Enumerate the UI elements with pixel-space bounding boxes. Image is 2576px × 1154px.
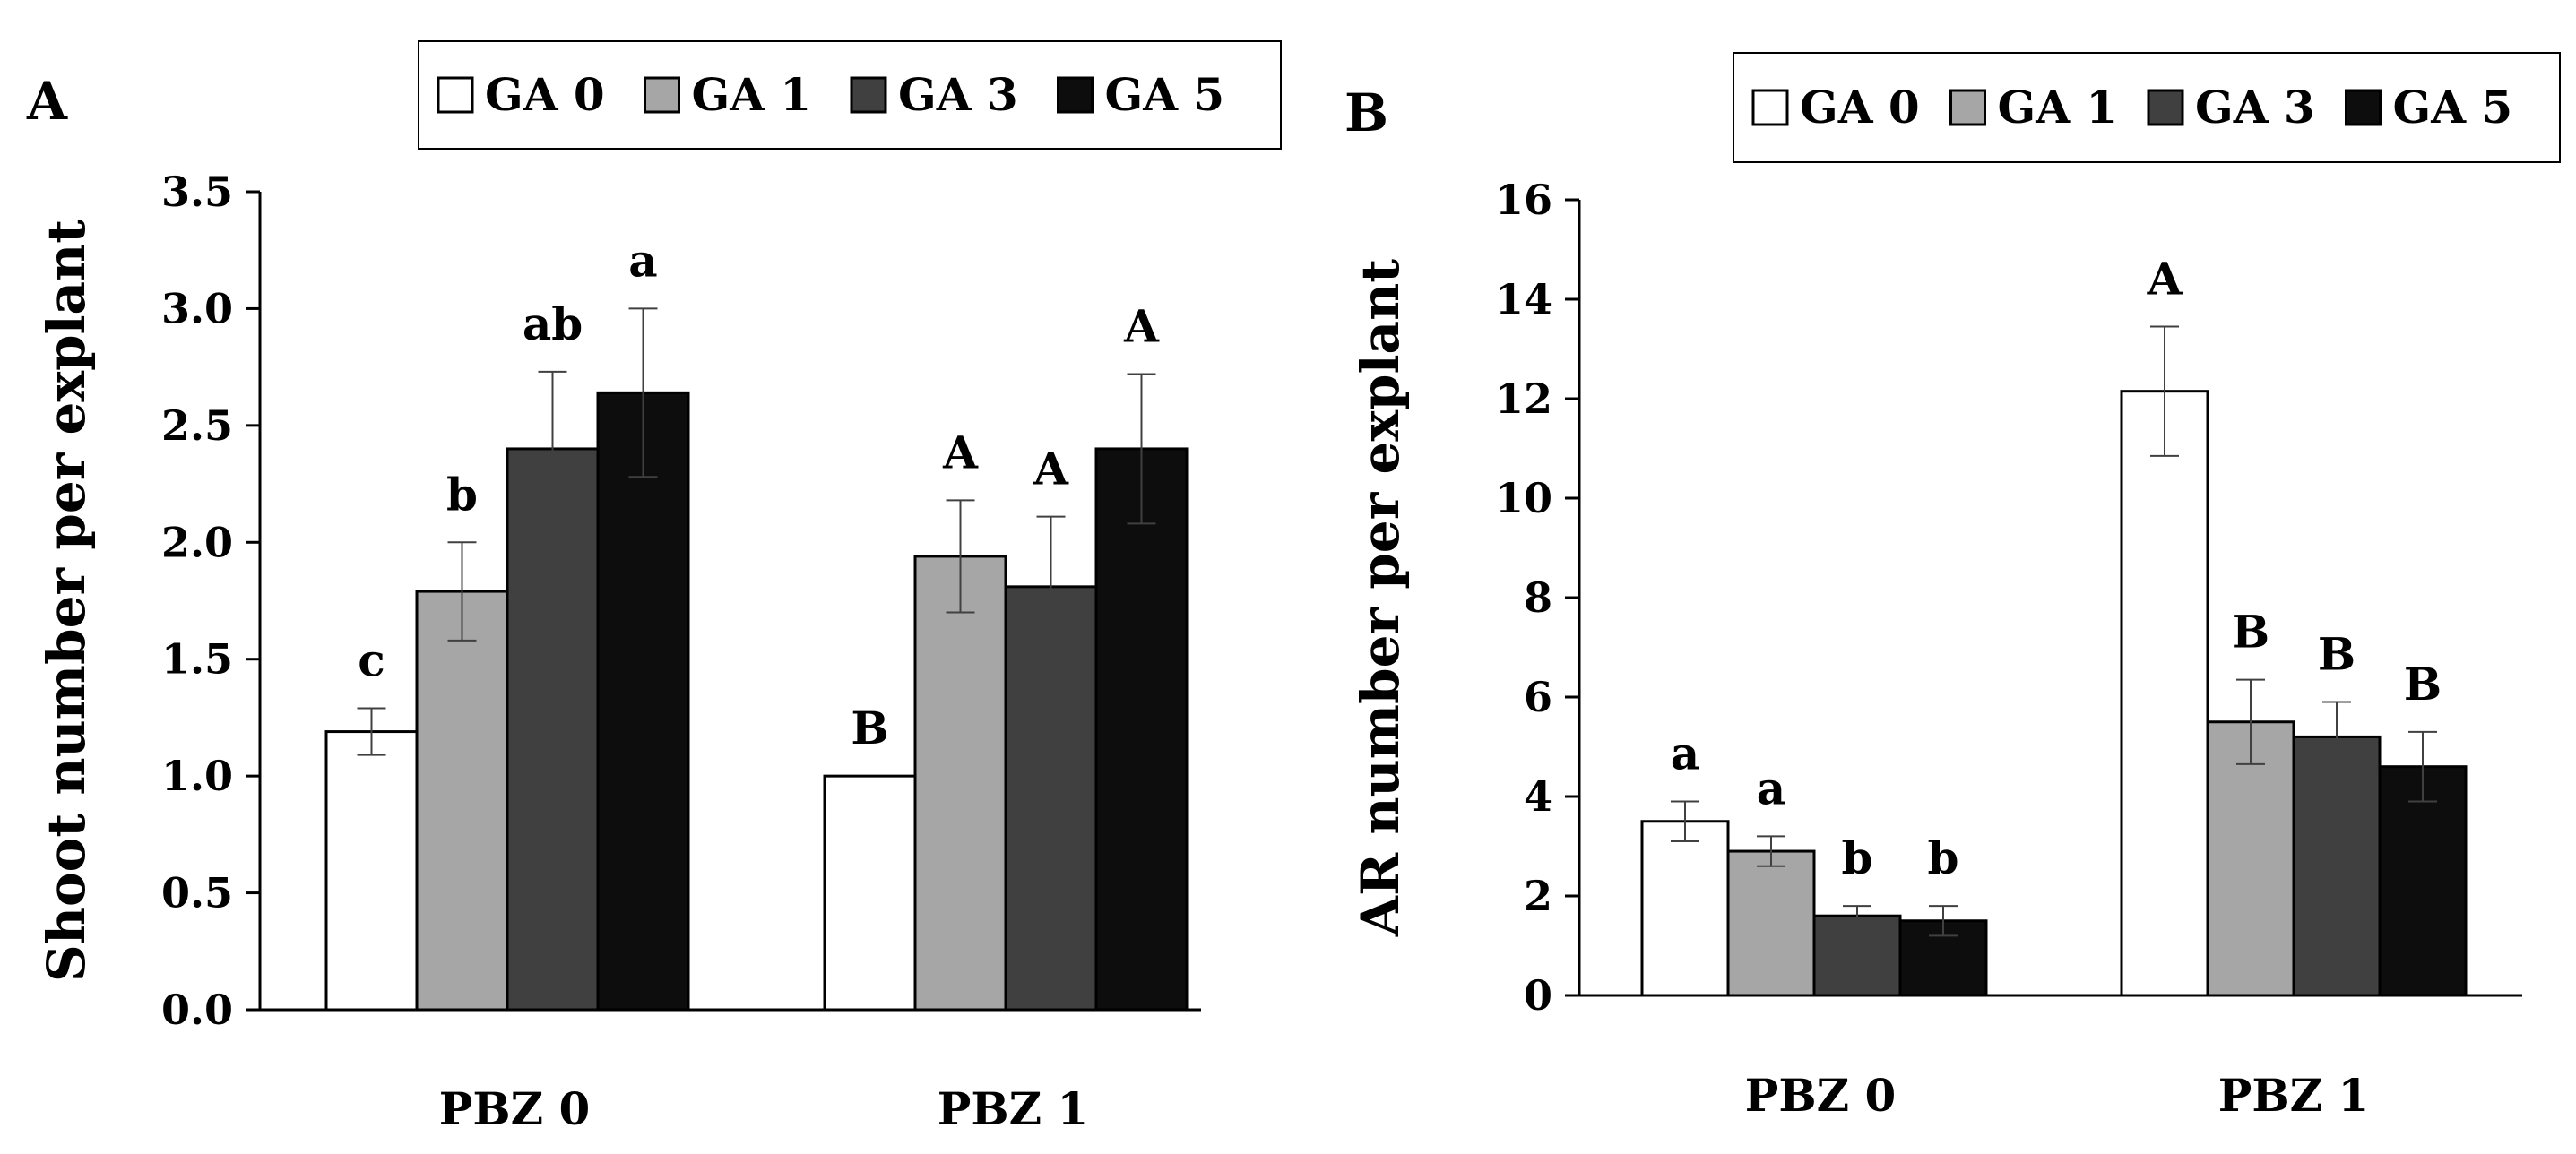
bar-ga0-pbz0 [324, 730, 419, 1012]
x-category-label: PBZ 0 [439, 1082, 591, 1135]
legend-label: GA 5 [1105, 68, 1225, 121]
bar-ga3-pbz1 [2292, 735, 2382, 997]
legend-label: GA 3 [898, 68, 1018, 121]
y-tick-label: 10 [1495, 474, 1552, 522]
bar-ga1-pbz0 [1726, 849, 1816, 997]
significance-letter: a [1671, 728, 1699, 780]
y-tick-label: 0 [1524, 971, 1552, 1020]
bar-ga5-pbz0 [596, 391, 690, 1012]
bar-ga3-pbz0 [1812, 914, 1902, 997]
legend-label: GA 0 [485, 68, 605, 121]
significance-letter: b [1842, 831, 1873, 884]
significance-letter: b [446, 468, 478, 521]
y-tick-label: 8 [1524, 573, 1552, 622]
legend-swatch [2147, 89, 2184, 126]
y-tick-label: 0.5 [161, 869, 233, 917]
significance-letter: c [358, 633, 385, 686]
significance-letter: ab [523, 297, 583, 350]
legend-swatch [437, 76, 474, 114]
significance-letter: A [1123, 299, 1160, 352]
legend-box [1733, 52, 2561, 163]
y-tick-label: 4 [1524, 772, 1552, 821]
chart-panel-b: B 0 2 4 6 8 10 12 14 16 AR number per explant a Aa Bb… [1344, 52, 2561, 1122]
bar-ga3-pbz0 [506, 447, 600, 1012]
legend-label: GA 3 [2195, 81, 2315, 133]
bar-ga0-pbz0 [1640, 820, 1730, 997]
bar-ga5-pbz1 [1094, 447, 1189, 1012]
panel-label: B [1344, 82, 1388, 143]
legend-swatch [850, 76, 887, 114]
chart-panel-a: A 0.0 0.5 1.0 1.5 2.0 2.5 3.0 3.5 Shoot number pe… [26, 40, 1282, 1135]
significance-letter: B [2232, 606, 2269, 659]
legend-swatch [1057, 76, 1094, 114]
y-tick-label: 12 [1495, 375, 1552, 423]
significance-letter: A [2147, 253, 2183, 306]
y-axis-label: AR number per explant [1350, 259, 1411, 937]
y-tick-label: 1.5 [161, 635, 233, 684]
legend-label: GA 5 [2393, 81, 2513, 133]
y-tick-label: 14 [1495, 275, 1552, 323]
legend-label: GA 1 [1998, 81, 2118, 133]
y-tick-label: 16 [1495, 176, 1552, 224]
significance-letter: B [2318, 628, 2356, 681]
significance-letter: a [628, 234, 657, 287]
legend: GA 0 GA 1 GA 3 GA 5 [1733, 52, 2561, 163]
x-category-label: PBZ 0 [1745, 1069, 1897, 1122]
legend-swatch [2345, 89, 2382, 126]
legend: GA 0 GA 1 GA 3 GA 5 [418, 40, 1282, 150]
legend-label: GA 0 [1800, 81, 1920, 133]
x-category-label: PBZ 1 [2218, 1069, 2370, 1122]
y-tick-label: 0.0 [161, 986, 233, 1034]
bar-ga0-pbz1 [823, 774, 917, 1012]
legend-swatch [644, 76, 680, 114]
y-tick-label: 1.0 [161, 752, 233, 800]
significance-letter: B [851, 702, 888, 754]
legend-swatch [1949, 89, 1986, 126]
y-tick-label: 2 [1524, 872, 1552, 920]
bar-ga0-pbz1 [2120, 390, 2209, 997]
y-tick-label: 2.5 [161, 401, 233, 450]
x-category-label: PBZ 1 [938, 1082, 1089, 1135]
y-axis-label: Shoot number per explant [36, 220, 97, 982]
y-tick-label: 3.0 [161, 284, 233, 332]
significance-letter: A [1033, 443, 1069, 495]
bar-ga1-pbz1 [913, 555, 1007, 1012]
legend-label: GA 1 [692, 68, 812, 121]
bar-ga1-pbz0 [415, 590, 509, 1012]
y-tick-label: 2.0 [161, 518, 233, 566]
panel-label: A [26, 71, 68, 132]
significance-letter: B [2404, 658, 2442, 710]
legend-box [418, 40, 1282, 150]
legend-swatch [1751, 89, 1789, 126]
significance-letter: A [942, 426, 979, 478]
y-tick-label: 6 [1524, 673, 1552, 721]
significance-letter: b [1928, 831, 1959, 884]
significance-letter: a [1757, 762, 1785, 814]
y-tick-label: 3.5 [161, 168, 233, 216]
